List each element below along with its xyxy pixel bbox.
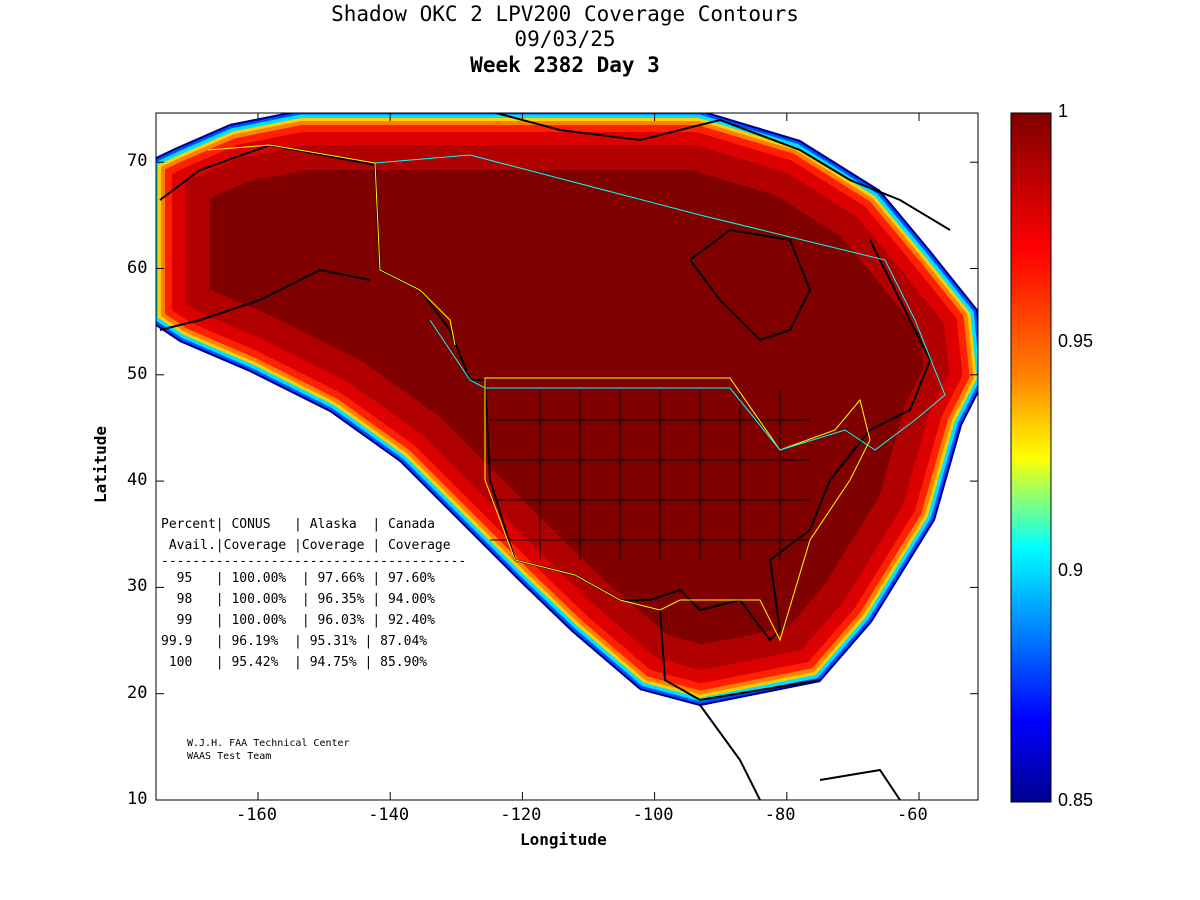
x-tick-label: -100 [632,805,674,825]
coastline [492,113,951,231]
table-header-1: Percent| CONUS | Alaska | Canada [161,517,435,532]
table-row: 99.9 | 96.19% | 95.31% | 87.04% [161,634,428,649]
credit-line: W.J.H. FAA Technical Center [187,738,350,749]
canada-region-border [374,154,946,451]
colorbar-tick-label: 0.95 [1058,330,1094,351]
x-tick-label: -60 [897,805,928,825]
coverage-1.0 [156,113,978,706]
colorbar-tick-label: 0.85 [1058,790,1094,810]
table-divider: --------------------------------------- [161,554,467,569]
colorbar-tick-label: 1 [1058,101,1069,121]
table-header-2: Avail.|Coverage |Coverage | Coverage [161,538,451,553]
table-row: 100 | 95.42% | 94.75% | 85.90% [161,655,428,670]
coastline [659,609,821,702]
y-axis-label: Latitude [91,425,111,504]
title-week: Week 2382 Day 3 [470,53,660,77]
credit-line: WAAS Test Team [187,751,272,762]
coastline [699,704,901,800]
alaska-region-border [207,144,456,346]
title-date: 09/03/25 [514,27,616,51]
y-tick-label: 20 [127,682,148,703]
y-tick-label: 30 [127,576,148,597]
x-tick-label: -160 [236,805,277,825]
y-tick-label: 60 [127,257,148,278]
credits: W.J.H. FAA Technical Center WAAS Test Tea… [187,737,350,763]
colorbar [1010,112,1052,803]
coastline [688,228,812,342]
title-line-1: Shadow OKC 2 LPV200 Coverage Contours [331,2,799,26]
coastline [159,268,371,331]
x-tick-label: -140 [368,805,410,825]
table-row: 95 | 100.00% | 97.66% | 97.60% [161,571,435,586]
coverage-table: Percent| CONUS | Alaska | Canada Avail.|… [161,514,466,673]
x-tick-label: -120 [500,805,542,825]
coverage-contours [156,113,978,800]
colorbar-tick-label: 0.9 [1058,560,1084,581]
conus-region-border [484,377,871,642]
y-tick-label: 70 [127,151,148,172]
y-tick-label: 40 [127,470,148,491]
coverage-0.85 [156,113,978,706]
table-row: 99 | 100.00% | 96.03% | 92.40% [161,613,435,628]
y-tick-label: 10 [127,789,148,809]
y-tick-label: 50 [127,363,148,384]
table-row: 98 | 100.00% | 96.35% | 94.00% [161,592,435,607]
x-axis-label: Longitude [520,830,607,849]
plot-frame [155,112,979,801]
x-tick-label: -80 [764,805,796,825]
